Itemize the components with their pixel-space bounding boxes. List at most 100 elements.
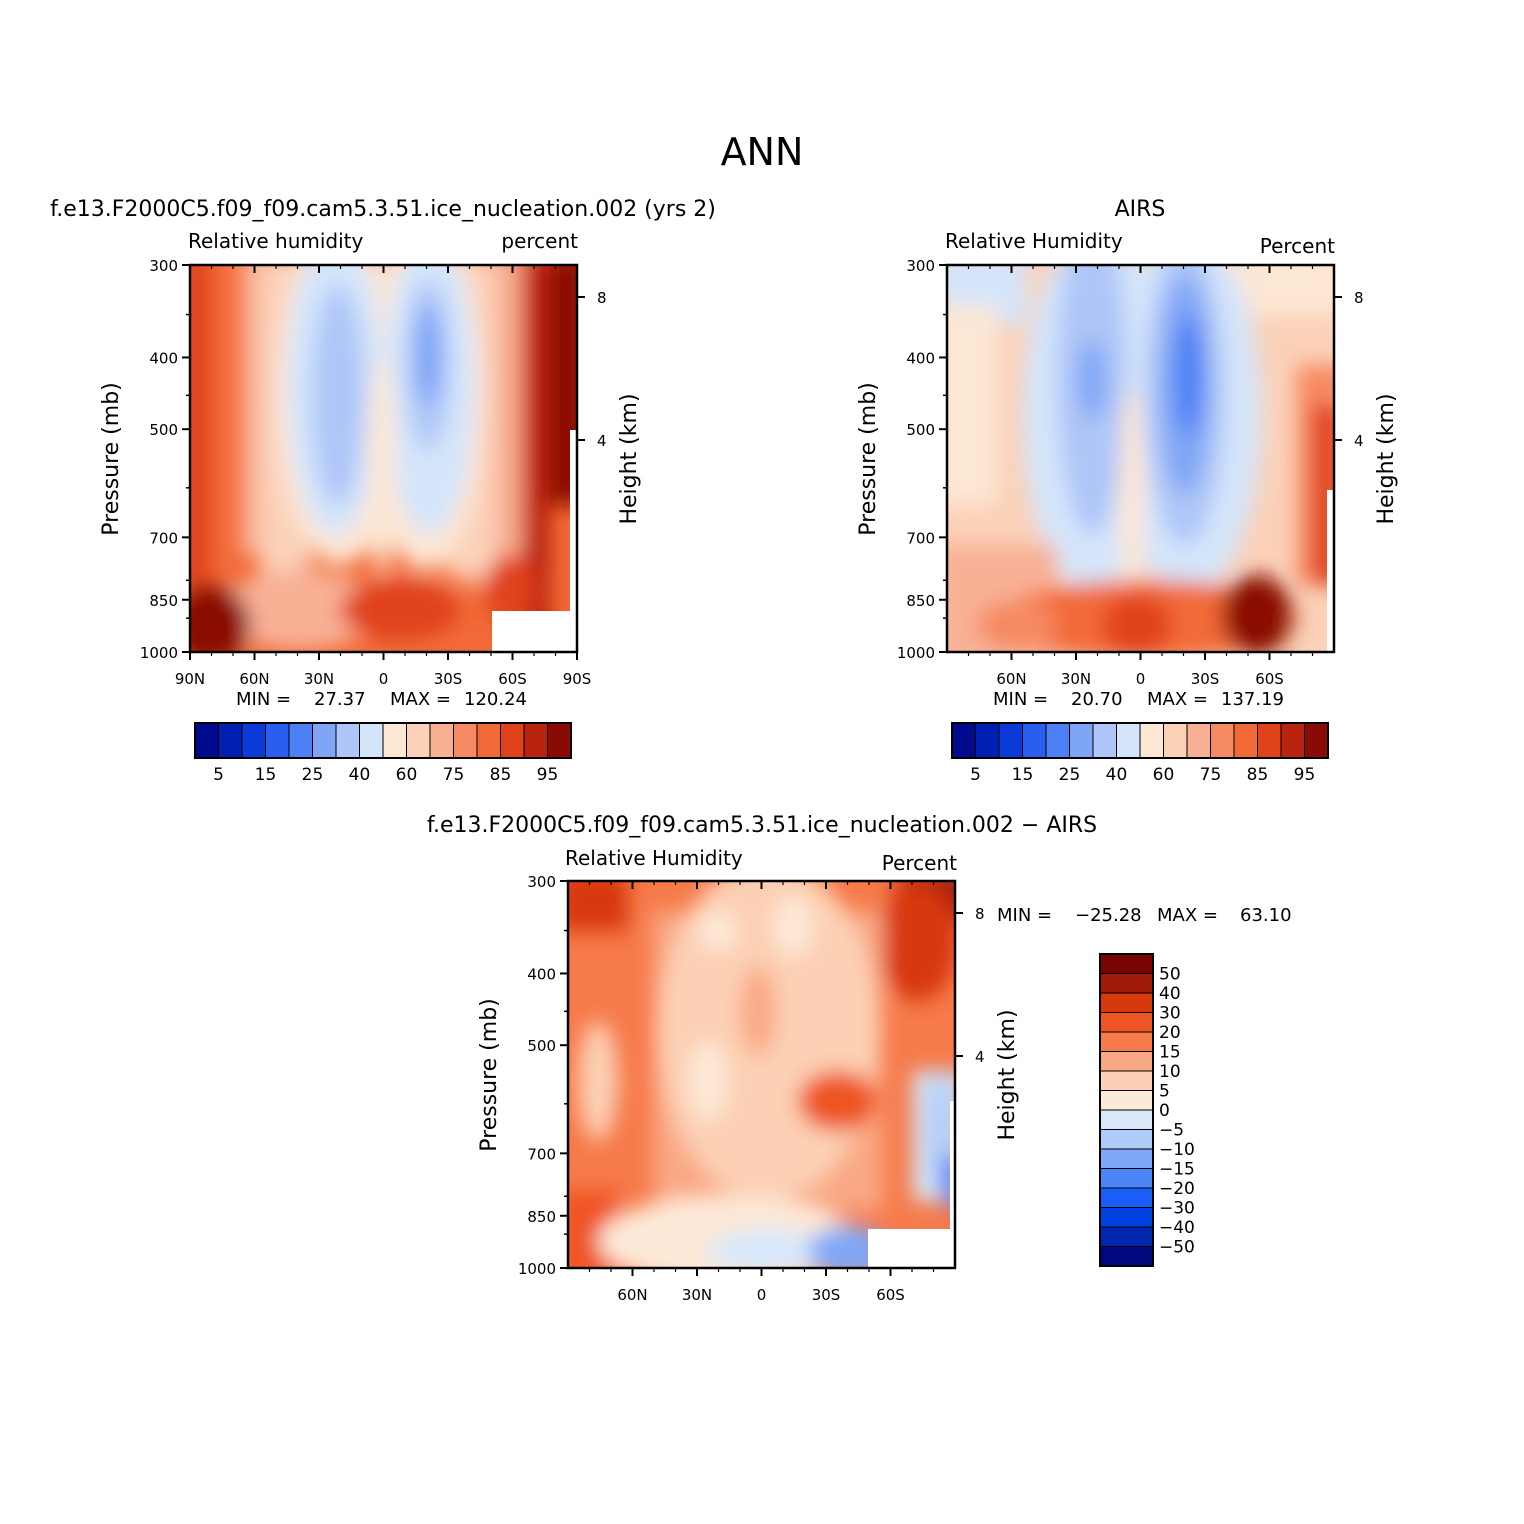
height-axis-label: Height (km) <box>995 1009 1020 1140</box>
y-tick-label: 300 <box>149 257 178 275</box>
colorbar-label: −40 <box>1159 1218 1195 1238</box>
x-tick-label: 90S <box>563 670 592 688</box>
colorbar-swatch <box>523 722 548 759</box>
x-tick-label: 30S <box>1191 670 1220 688</box>
y-tick-label: 1000 <box>518 1260 556 1278</box>
colorbar-swatch <box>476 722 501 759</box>
height-ticks: 84 <box>1334 289 1364 450</box>
colorbar-label: 60 <box>1153 765 1175 785</box>
x-tick-label: 30N <box>304 670 334 688</box>
figure-title: ANN <box>721 130 804 174</box>
colorbar-swatch <box>1233 722 1258 759</box>
colorbar-swatch <box>1099 1207 1154 1228</box>
colorbar-swatch <box>951 722 976 759</box>
x-tick-label: 0 <box>379 670 389 688</box>
height-tick-label: 8 <box>597 289 607 307</box>
x-tick-label: 30N <box>1061 670 1091 688</box>
y-axis-label: Pressure (mb) <box>477 998 502 1152</box>
colorbar-swatch <box>1092 722 1117 759</box>
colorbar-swatch <box>429 722 454 759</box>
panel-airs: AIRS Relative Humidity Percent <box>856 197 1399 785</box>
y-tick-label: 700 <box>527 1145 556 1163</box>
colorbar-label: 25 <box>302 765 324 785</box>
max-label: MAX = <box>1147 689 1208 710</box>
colorbar-swatch <box>1099 1246 1154 1267</box>
colorbar-label: 5 <box>213 765 224 785</box>
colorbar-label: 40 <box>1159 984 1181 1004</box>
max-value: 63.10 <box>1240 905 1292 926</box>
colorbar-swatch <box>1099 953 1154 974</box>
colorbar-label: 60 <box>396 765 418 785</box>
contour-field <box>568 881 955 1268</box>
y-tick-label: 1000 <box>897 644 935 662</box>
colorbar-swatch <box>547 722 572 759</box>
x-tick-label: 0 <box>757 1286 767 1304</box>
panel-model: f.e13.F2000C5.f09_f09.cam5.3.51.ice_nucl… <box>50 197 716 785</box>
colorbar-swatch <box>312 722 337 759</box>
colorbar-swatch <box>218 722 243 759</box>
height-tick-label: 4 <box>1354 432 1364 450</box>
height-tick-label: 4 <box>975 1048 985 1066</box>
colorbar-label: 25 <box>1059 765 1081 785</box>
y-ticks: 300 400 500 700 850 1000 <box>518 873 568 1278</box>
colorbar-frame <box>194 722 572 759</box>
colorbar-swatch <box>1099 992 1154 1013</box>
colorbar-swatch <box>1099 1051 1154 1072</box>
y-tick-label: 400 <box>906 349 935 367</box>
colorbar-label: 85 <box>490 765 512 785</box>
max-value: 120.24 <box>464 689 527 710</box>
colorbar-label: −30 <box>1159 1199 1195 1219</box>
field-label: Relative Humidity <box>565 846 743 870</box>
colorbar-swatch <box>1099 1129 1154 1150</box>
x-tick-label: 30S <box>434 670 463 688</box>
colorbar-swatch <box>1099 1226 1154 1247</box>
colorbar-swatch <box>1280 722 1305 759</box>
colorbar-label: 40 <box>349 765 371 785</box>
y-tick-label: 850 <box>906 592 935 610</box>
y-ticks: 300 400 500 700 850 1000 <box>897 257 947 662</box>
colorbar-swatch <box>1163 722 1188 759</box>
x-tick-label: 60S <box>498 670 527 688</box>
colorbar-label: 15 <box>1012 765 1034 785</box>
colorbar-swatch <box>453 722 478 759</box>
height-tick-label: 8 <box>1354 289 1364 307</box>
panel-difference: f.e13.F2000C5.f09_f09.cam5.3.51.ice_nucl… <box>427 813 1292 1304</box>
colorbar-label: 40 <box>1106 765 1128 785</box>
colorbar-swatch <box>335 722 360 759</box>
colorbar-swatch <box>241 722 266 759</box>
x-tick-label: 60S <box>1255 670 1284 688</box>
x-tick-label: 60N <box>996 670 1026 688</box>
colorbar-label: −15 <box>1159 1160 1195 1180</box>
colorbar-swatch <box>382 722 407 759</box>
y-tick-label: 700 <box>906 529 935 547</box>
colorbar-swatch <box>1099 1012 1154 1033</box>
colorbar-label: 30 <box>1159 1004 1181 1024</box>
min-label: MIN = <box>993 689 1048 710</box>
colorbar-label: 10 <box>1159 1062 1181 1082</box>
height-tick-label: 4 <box>597 432 607 450</box>
colorbar-label: −5 <box>1159 1121 1184 1141</box>
colorbar-label: 5 <box>970 765 981 785</box>
x-tick-label: 60S <box>876 1286 905 1304</box>
colorbar-label: 0 <box>1159 1101 1170 1121</box>
field-label: Relative humidity <box>188 229 363 253</box>
colorbar-swatch <box>1045 722 1070 759</box>
height-axis-label: Height (km) <box>1374 393 1399 524</box>
colorbar-swatch <box>406 722 431 759</box>
colorbar-swatch <box>1210 722 1235 759</box>
colorbar-swatch <box>265 722 290 759</box>
colorbar-swatch <box>1099 1168 1154 1189</box>
x-tick-label: 60N <box>617 1286 647 1304</box>
colorbar-swatch <box>194 722 219 759</box>
min-value: −25.28 <box>1075 905 1142 926</box>
contour-field <box>947 265 1334 652</box>
colorbar-swatch <box>1099 1031 1154 1052</box>
colorbar-swatch <box>1257 722 1282 759</box>
units-label: percent <box>501 229 578 253</box>
y-tick-label: 1000 <box>140 644 178 662</box>
colorbar-swatch <box>1116 722 1141 759</box>
contour-field <box>190 265 577 652</box>
y-ticks: 300 400 500 700 850 1000 <box>140 257 190 662</box>
colorbar-label: 15 <box>255 765 277 785</box>
